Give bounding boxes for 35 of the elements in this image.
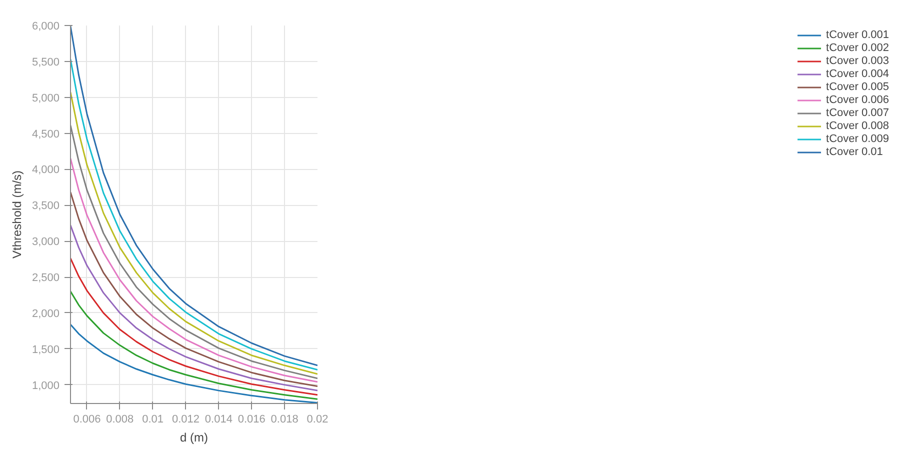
y-tick-label: 3,500 [32,200,60,212]
line-series [70,191,318,388]
legend-label: tCover 0.004 [826,68,889,80]
x-tick-label: 0.006 [73,414,101,426]
legend-label: tCover 0.009 [826,133,889,145]
y-tick-label: 3,000 [32,236,60,248]
x-axis-title: d (m) [180,430,208,444]
x-tick-label: 0.012 [172,414,200,426]
y-tick-label: 2,500 [32,272,60,284]
line-series [70,290,318,400]
line-series [70,258,318,396]
y-tick-label: 5,000 [32,92,60,104]
legend-label: tCover 0.003 [826,55,889,67]
legend-label: tCover 0.001 [826,29,889,41]
y-tick-label: 4,500 [32,128,60,140]
legend-label: tCover 0.005 [826,81,889,93]
legend-label: tCover 0.007 [826,107,889,119]
x-tick-label: 0.008 [106,414,134,426]
x-tick-label: 0.014 [204,414,232,426]
legend-label: tCover 0.002 [826,42,889,54]
x-tick-label: 0.02 [306,414,328,426]
x-tick-label: 0.016 [238,414,266,426]
y-tick-label: 2,000 [32,308,60,320]
y-tick-label: 6,000 [32,20,60,32]
y-tick-label: 5,500 [32,56,60,68]
legend-label: tCover 0.01 [826,146,883,158]
x-tick-label: 0.018 [270,414,298,426]
legend-label: tCover 0.008 [826,120,889,132]
y-tick-label: 1,000 [32,380,60,392]
legend-label: tCover 0.006 [826,94,889,106]
y-tick-label: 4,000 [32,164,60,176]
line-series [70,224,318,392]
y-tick-label: 1,500 [32,344,60,356]
y-axis-title: Vthreshold (m/s) [10,170,24,259]
x-tick-label: 0.01 [142,414,164,426]
